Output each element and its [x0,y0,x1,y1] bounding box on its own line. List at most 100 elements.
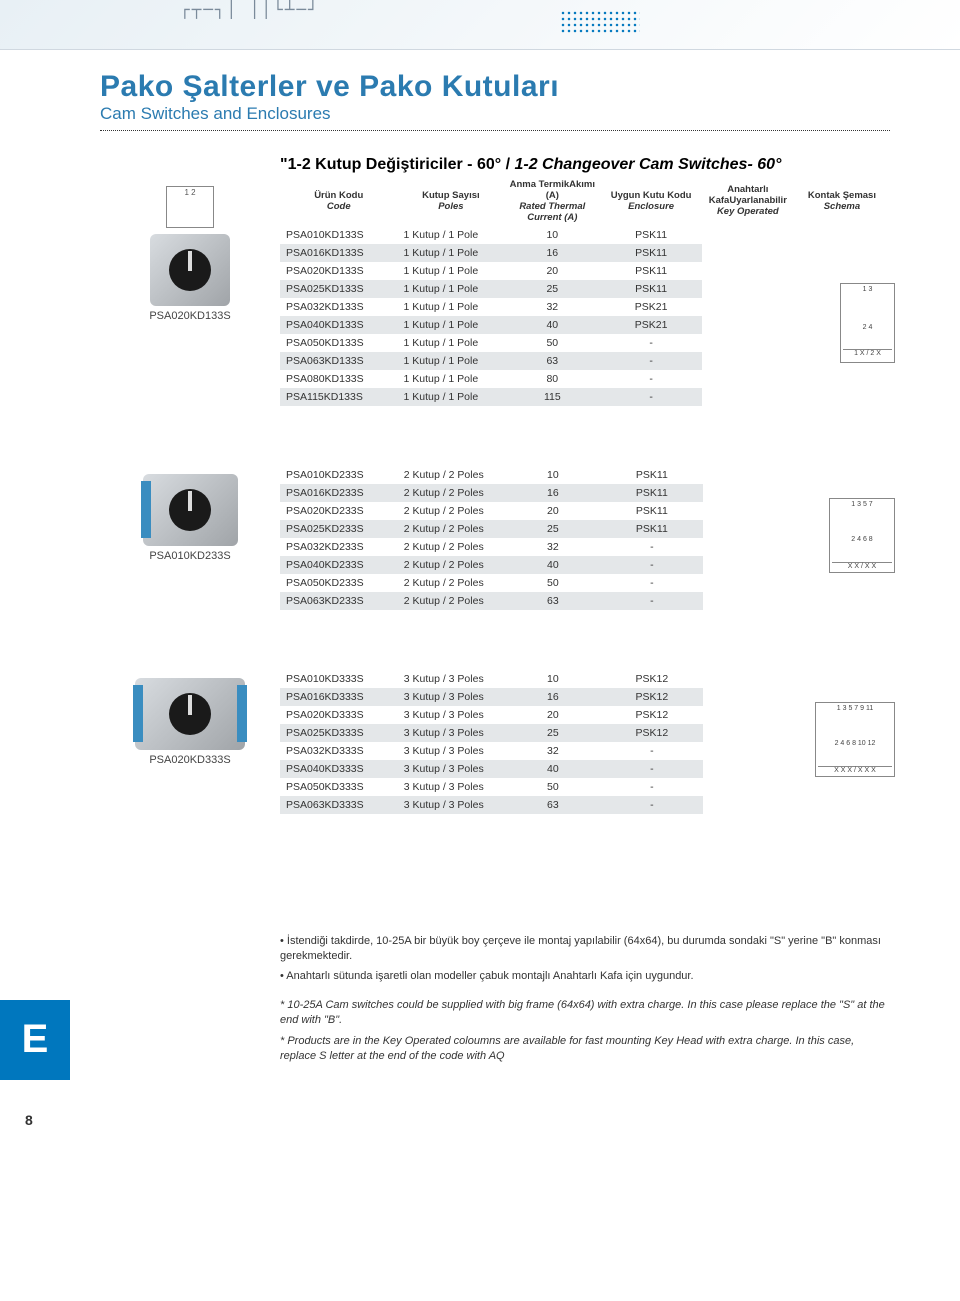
table-cell: PSK21 [600,298,701,316]
table-cell: 2 Kutup / 2 Poles [398,538,505,556]
product-caption-1: PSA020KD133S [100,310,280,322]
table-cell [703,670,794,688]
table-cell: 10 [505,466,601,484]
table-cell [703,778,794,796]
section-tab: E [0,1000,70,1080]
table-cell [703,592,794,610]
table-cell [702,388,794,406]
table-cell: 25 [504,280,600,298]
table-cell: PSA115KD133S [280,388,397,406]
table-cell [702,244,794,262]
spec-table-3: PSA010KD333S3 Kutup / 3 Poles10PSK12PSA0… [280,670,890,814]
table-cell: 115 [504,388,600,406]
table-cell: 3 Kutup / 3 Poles [398,724,505,742]
table-cell: 63 [505,592,601,610]
table-cell [703,466,794,484]
knob-icon [169,249,211,291]
table-cell [703,538,794,556]
table-cell [703,556,794,574]
table-cell [703,796,794,814]
table-row: PSA025KD233S2 Kutup / 2 Poles25PSK11 [280,520,890,538]
table-row: PSA032KD133S1 Kutup / 1 Pole32PSK21 [280,298,890,316]
table-cell [794,370,890,388]
table-cell [794,796,890,814]
table-cell: PSA032KD233S [280,538,398,556]
table-cell: 80 [504,370,600,388]
table-row: PSA040KD233S2 Kutup / 2 Poles40- [280,556,890,574]
table-wrap-2: PSA010KD233S2 Kutup / 2 Poles10PSK11PSA0… [280,466,890,610]
table-cell: PSA040KD133S [280,316,397,334]
table-cell [702,226,794,244]
table-cell: 2 Kutup / 2 Poles [398,520,505,538]
table-cell: - [600,352,701,370]
table-row: PSA050KD133S1 Kutup / 1 Pole50- [280,334,890,352]
table-cell: 50 [505,778,601,796]
product-caption-3: PSA020KD333S [100,754,280,766]
page-subtitle: Cam Switches and Enclosures [100,104,890,124]
table-cell: PSA025KD233S [280,520,398,538]
table-cell: 16 [504,244,600,262]
footnotes: • İstendiği takdirde, 10-25A bir büyük b… [280,934,890,1064]
table-cell: PSA010KD133S [280,226,397,244]
table-cell: PSK21 [600,316,701,334]
table-cell: PSA025KD133S [280,280,397,298]
diagram-icon: 1 2 [166,186,214,228]
table-cell: 1 Kutup / 1 Pole [397,244,504,262]
table-cell [702,262,794,280]
table-cell [794,244,890,262]
table-cell: PSA040KD233S [280,556,398,574]
table-cell: 3 Kutup / 3 Poles [398,796,505,814]
table-cell: PSA016KD133S [280,244,397,262]
table-row: PSA016KD233S2 Kutup / 2 Poles16PSK11 [280,484,890,502]
th-poles: Kutup SayısıPoles [397,178,504,226]
table-cell: PSK11 [600,244,701,262]
product-image-3 [135,678,245,750]
table-cell: PSA020KD333S [280,706,398,724]
page-top-decoration: ┌┬─┐│ ││└┴─┘ [0,0,960,50]
table-cell: 32 [504,298,600,316]
section-title: "1-2 Kutup Değiştiriciler - 60° / 1-2 Ch… [280,156,890,174]
schema-diagram-1: 1 3 2 4 1 X / 2 X [840,283,895,363]
table-row: PSA063KD233S2 Kutup / 2 Poles63- [280,592,890,610]
table-cell: 40 [504,316,600,334]
table-row: PSA080KD133S1 Kutup / 1 Pole80- [280,370,890,388]
table-cell: PSK11 [600,262,701,280]
table-cell: PSA025KD333S [280,724,398,742]
table-cell: 10 [504,226,600,244]
table-cell: 1 Kutup / 1 Pole [397,334,504,352]
table-cell: PSA063KD233S [280,592,398,610]
block-3pole: PSA020KD333S PSA010KD333S 3 Kutup / 3 Pol… [100,670,890,814]
table-cell: 16 [505,484,601,502]
table-cell: PSA016KD333S [280,688,398,706]
table-cell: 25 [505,724,601,742]
note-italic-1: * 10-25A Cam switches could be supplied … [280,998,890,1028]
table-cell [794,388,890,406]
table-cell: PSA050KD133S [280,334,397,352]
table-cell [703,520,794,538]
table-cell [702,316,794,334]
table-cell: 25 [505,520,601,538]
table-cell: PSA032KD333S [280,742,398,760]
left-column-3: PSA020KD333S [100,670,280,766]
table-cell: PSA016KD233S [280,484,398,502]
table-cell: PSK12 [601,688,703,706]
table-cell: PSK11 [601,466,703,484]
knob-icon [169,693,211,735]
product-image-2 [143,474,238,546]
left-column-1: 1 2 PSA020KD133S [100,178,280,322]
table-cell: PSA010KD333S [280,670,398,688]
table-cell [794,226,890,244]
table-cell [703,724,794,742]
table-cell [794,778,890,796]
table-row: PSA040KD133S1 Kutup / 1 Pole40PSK21 [280,316,890,334]
page-title: Pako Şalterler ve Pako Kutuları [100,70,890,104]
table-cell [702,298,794,316]
table-cell: - [601,778,703,796]
th-code: Ürün KoduCode [280,178,397,226]
table-cell: 2 Kutup / 2 Poles [398,574,505,592]
product-image-1 [150,234,230,306]
table-cell: - [601,556,703,574]
table-cell: 3 Kutup / 3 Poles [398,778,505,796]
block-1pole: 1 2 PSA020KD133S Ürün KoduCode Kutup Say… [100,178,890,406]
table-cell: 63 [504,352,600,370]
